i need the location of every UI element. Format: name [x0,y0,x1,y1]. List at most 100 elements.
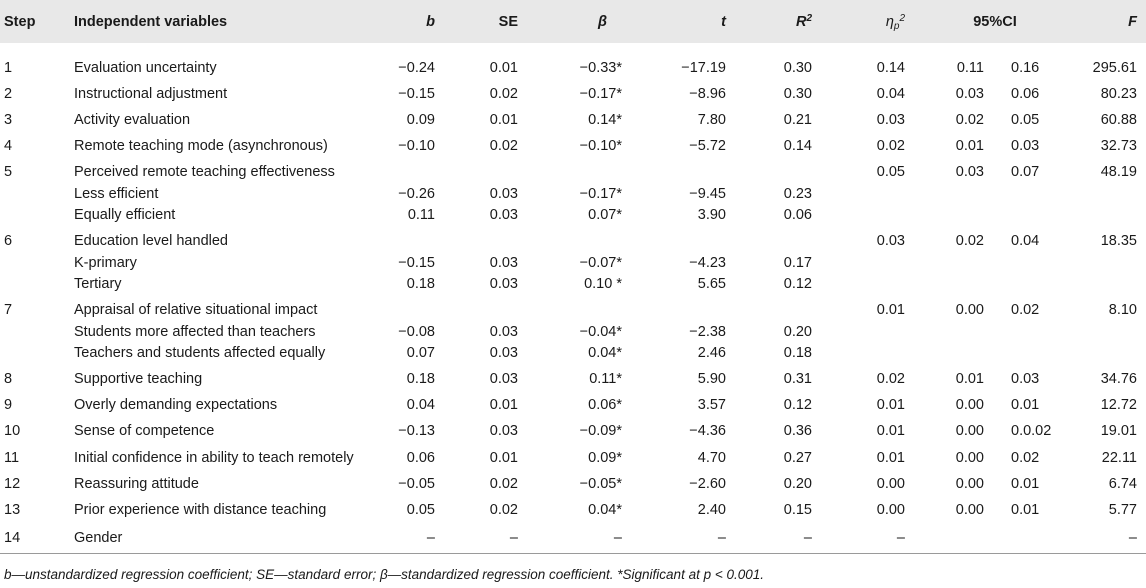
cell-eta: 0.01 [876,302,905,318]
cell-ci-lo: 0.00 [955,450,984,466]
cell-r2: 0.36 [783,423,812,439]
cell-ci-lo: 0.01 [955,138,984,154]
cell-f: 22.11 [1101,450,1137,466]
cell-eta: 0.04 [876,86,905,102]
cell-f: 18.35 [1100,233,1137,249]
cell-ci-lo: 0.03 [955,86,984,102]
cell-b: 0.04 [406,397,435,413]
cell-b: −0.10 [398,138,435,154]
cell-var: Tertiary [74,276,122,292]
cell-se: 0.02 [489,476,518,492]
cell-se: 0.03 [489,186,518,202]
header-ci: 95%CI [973,14,1017,30]
cell-t: −4.23 [689,255,726,271]
cell-t: 5.90 [697,371,726,387]
cell-beta: – [613,530,622,546]
header-step: Step [4,14,36,30]
cell-t: 4.70 [697,450,726,466]
cell-beta: −0.05* [579,476,622,492]
cell-f: 5.77 [1108,502,1137,518]
cell-ci-lo: 0.01 [955,371,984,387]
cell-step: 3 [4,112,13,128]
cell-beta: 0.09* [588,450,622,466]
cell-ci-hi: 0.06 [1011,86,1040,102]
cell-eta: 0.00 [876,502,905,518]
cell-se: 0.03 [489,255,518,271]
cell-var: Reassuring attitude [74,476,199,492]
cell-var: Appraisal of relative situational impact [74,302,318,318]
cell-var: Prior experience with distance teaching [74,502,327,518]
cell-beta: 0.07* [588,207,622,223]
cell-b: – [426,530,435,546]
cell-eta: 0.02 [876,138,905,154]
cell-var: Students more affected than teachers [74,324,316,340]
cell-f: 80.23 [1100,86,1137,102]
cell-ci-hi: 0.01 [1011,476,1040,492]
cell-beta: 0.10 * [584,276,622,292]
cell-step: 12 [4,476,21,492]
table-footnote: b—unstandardized regression coefficient;… [4,567,765,582]
cell-r2: 0.20 [783,476,812,492]
cell-step: 5 [4,164,13,180]
cell-se: 0.03 [489,324,518,340]
cell-f: 48.19 [1100,164,1137,180]
cell-var: Teachers and students affected equally [74,345,326,361]
cell-se: 0.02 [489,86,518,102]
cell-se: 0.02 [489,138,518,154]
cell-var: Gender [74,530,123,546]
cell-r2: 0.21 [783,112,812,128]
cell-var: Less efficient [74,186,159,202]
cell-r2: 0.06 [783,207,812,223]
cell-t: 7.80 [697,112,726,128]
cell-step: 1 [4,60,13,76]
cell-beta: −0.10* [579,138,622,154]
cell-b: −0.24 [398,60,435,76]
cell-t: −17.19 [681,60,726,76]
cell-ci-lo: 0.02 [955,233,984,249]
cell-var: Overly demanding expectations [74,397,278,413]
cell-beta: −0.33* [579,60,622,76]
cell-step: 11 [4,450,20,466]
table-header: Step Independent variables b SE β t R2 η… [0,0,1146,43]
cell-r2: – [803,530,812,546]
cell-t: −8.96 [689,86,726,102]
cell-var: Supportive teaching [74,371,203,387]
cell-b: 0.18 [406,276,435,292]
cell-ci-hi: 0.03 [1011,138,1040,154]
cell-r2: 0.18 [783,345,812,361]
cell-t: −2.60 [689,476,726,492]
cell-ci-lo: 0.00 [955,302,984,318]
cell-ci-lo: 0.03 [955,164,984,180]
header-se: SE [498,14,518,30]
cell-t: −9.45 [689,186,726,202]
cell-beta: −0.07* [579,255,622,271]
cell-var: Perceived remote teaching effectiveness [74,164,335,180]
header-t: t [721,14,726,30]
cell-ci-lo: 0.00 [955,397,984,413]
cell-r2: 0.17 [783,255,812,271]
cell-r2: 0.23 [783,186,812,202]
cell-r2: 0.14 [783,138,812,154]
cell-se: 0.03 [489,371,518,387]
cell-var: Activity evaluation [74,112,191,128]
cell-eta: 0.01 [876,397,905,413]
cell-beta: 0.06* [588,397,622,413]
cell-se: 0.03 [489,207,518,223]
cell-ci-hi: 0.01 [1011,502,1040,518]
cell-b: −0.15 [398,86,435,102]
cell-t: – [717,530,726,546]
cell-ci-hi: 0.02 [1011,302,1040,318]
cell-ci-hi: 0.03 [1011,371,1040,387]
cell-step: 2 [4,86,13,102]
cell-b: −0.15 [398,255,435,271]
cell-ci-lo: 0.00 [955,502,984,518]
cell-se: 0.03 [489,423,518,439]
cell-var: Education level handled [74,233,228,249]
cell-b: 0.09 [406,112,435,128]
cell-step: 14 [4,530,21,546]
header-r2: R2 [795,13,812,31]
cell-r2: 0.31 [783,371,812,387]
cell-ci-hi: 0.07 [1011,164,1040,180]
cell-se: 0.02 [489,502,518,518]
cell-se: 0.01 [489,397,518,413]
